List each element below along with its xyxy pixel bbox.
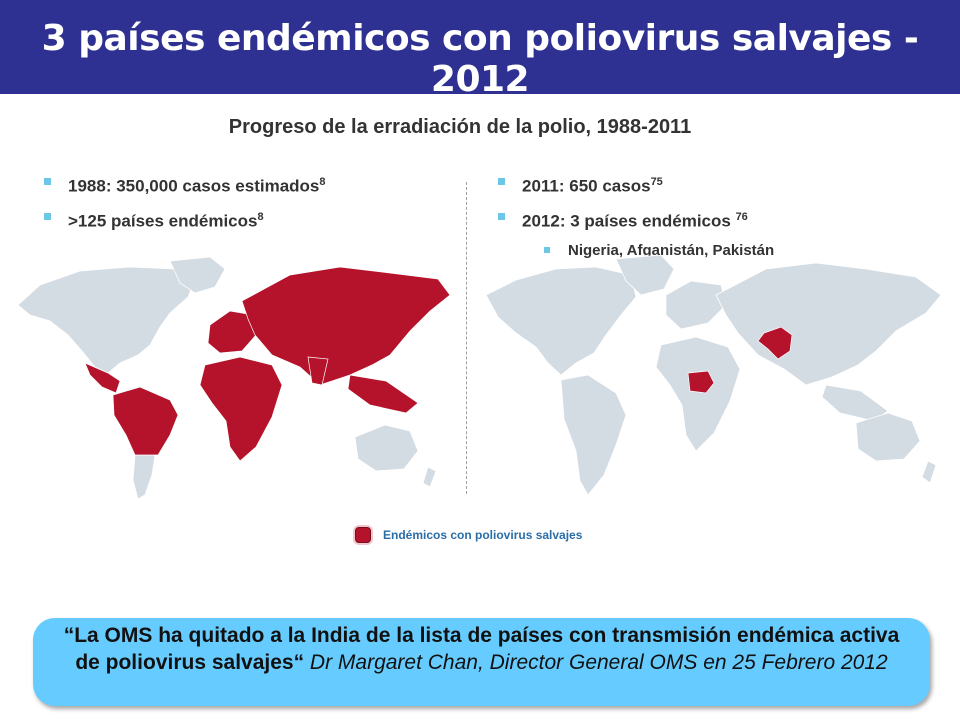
world-map-2012 [485,255,942,496]
bullet-2012-countries: 2012: 3 países endémicos 76 [494,205,774,234]
newzealand-land [921,460,937,484]
footnote-ref: 8 [319,176,326,188]
australia-land [354,424,419,472]
southeast-asia-endemic [347,374,419,414]
quote-paragraph: “La OMS ha quitado a la India de la list… [33,618,930,680]
world-map-1988 [17,256,451,500]
india-endemic [307,356,329,386]
mexico-central-america-endemic [84,362,121,394]
south-america-endemic [112,386,179,456]
afghanistan-pakistan-endemic [757,326,793,360]
eurasia-endemic [241,266,451,386]
bullet-endemic-countries: Nigeria, Afganistán, Pakistán [494,239,774,263]
footnote-ref: 75 [650,176,663,188]
africa-land [655,336,741,452]
asia-land [715,262,942,386]
map-legend: Endémicos con poliovirus salvajes [355,527,582,543]
bullet-1988-countries: >125 países endémicos8 [40,205,326,234]
europe-endemic [207,310,257,354]
title-bar: 3 países endémicos con poliovirus salvaj… [0,0,960,100]
australia-land [855,412,921,462]
right-bullet-list: 2011: 650 casos75 2012: 3 países endémic… [494,170,774,263]
bullet-1988-cases: 1988: 350,000 casos estimados8 [40,170,326,199]
quote-box: “La OMS ha quitado a la India de la list… [33,618,930,706]
greenland-land [615,255,675,296]
newzealand-land [422,466,437,488]
left-bullet-list: 1988: 350,000 casos estimados8 >125 país… [40,170,326,239]
greenland-land [169,256,226,294]
southeast-asia-land [821,384,889,422]
quote-text: “La OMS ha quitado a la India de la list… [63,624,900,674]
south-america-land [560,374,627,496]
africa-endemic [199,356,283,462]
quote-attribution: Dr Margaret Chan, Director General OMS e… [304,651,888,674]
europe-land [665,280,727,330]
footnote-ref: 8 [257,210,264,223]
north-america-land [485,266,637,376]
nigeria-endemic [687,370,715,394]
legend-swatch [355,527,371,543]
footnote-ref: 76 [735,210,748,223]
north-america-land [17,266,196,374]
chart-subtitle: Progreso de la erradiación de la polio, … [228,116,692,138]
slide-title: 3 países endémicos con poliovirus salvaj… [41,18,919,100]
legend-label: Endémicos con poliovirus salvajes [383,528,583,542]
bullet-2011-cases: 2011: 650 casos75 [494,170,774,199]
south-america-south-land [132,454,156,500]
map-divider [466,182,467,494]
